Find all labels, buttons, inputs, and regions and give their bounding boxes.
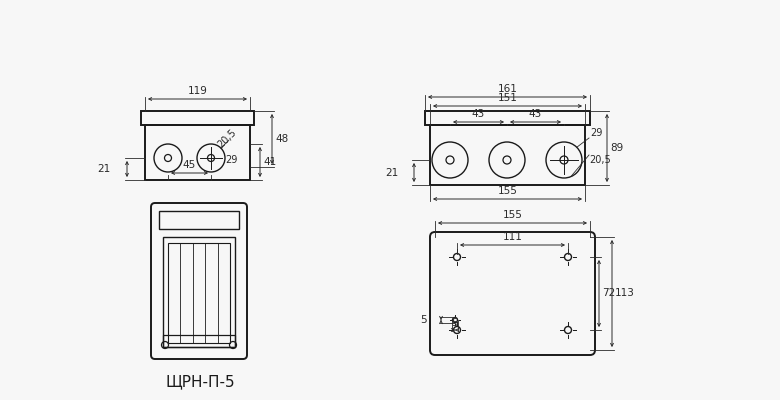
Text: 20,5: 20,5 [216, 128, 239, 150]
Text: 89: 89 [610, 143, 623, 153]
Text: ЩРН-П-5: ЩРН-П-5 [165, 374, 235, 390]
Text: 161: 161 [498, 84, 517, 94]
Text: 155: 155 [498, 186, 517, 196]
Text: 41: 41 [263, 157, 276, 167]
Text: 29: 29 [590, 128, 602, 138]
Text: 45: 45 [183, 160, 196, 170]
Text: 21: 21 [98, 164, 111, 174]
Text: 43: 43 [472, 109, 485, 119]
Text: 5: 5 [452, 318, 459, 328]
Text: 21: 21 [386, 168, 399, 178]
Text: 43: 43 [529, 109, 542, 119]
Text: 5: 5 [420, 315, 427, 325]
Text: 20,5: 20,5 [589, 155, 611, 165]
Text: 151: 151 [498, 93, 517, 103]
Text: 29: 29 [225, 155, 237, 165]
Text: 48: 48 [275, 134, 289, 144]
Text: 113: 113 [615, 288, 635, 298]
Text: 72: 72 [602, 288, 615, 298]
Text: 155: 155 [502, 210, 523, 220]
Text: 119: 119 [187, 86, 207, 96]
Text: 111: 111 [502, 232, 523, 242]
